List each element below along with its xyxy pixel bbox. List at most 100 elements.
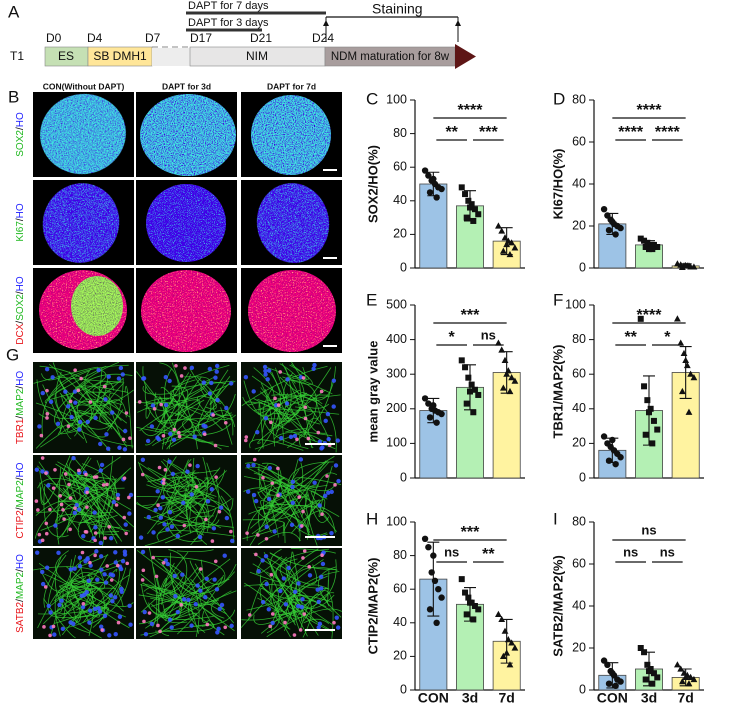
y-tick-label: 500 xyxy=(386,297,407,311)
nucleus xyxy=(127,511,132,516)
neurite xyxy=(200,410,234,436)
neurite xyxy=(44,483,130,532)
neurite xyxy=(142,559,204,604)
neurite xyxy=(177,389,212,425)
y-axis-label: mean gray value xyxy=(365,341,380,443)
marker-cell xyxy=(109,578,114,582)
nucleus xyxy=(214,369,219,374)
x-tick-label: CON xyxy=(597,690,628,706)
neurite xyxy=(163,472,199,504)
nucleus xyxy=(117,445,122,450)
marker-cell xyxy=(154,574,159,579)
organoid xyxy=(42,183,120,263)
marker-cell xyxy=(85,505,89,509)
neurite xyxy=(154,555,226,582)
data-point xyxy=(501,356,509,363)
nucleus xyxy=(34,550,40,555)
data-point xyxy=(511,644,519,651)
neurite xyxy=(220,407,233,445)
marker-cell xyxy=(81,601,86,606)
nucleus xyxy=(142,609,147,615)
nucleus xyxy=(128,622,133,627)
nucleus xyxy=(285,377,290,382)
nucleus xyxy=(96,367,101,373)
marker-cell xyxy=(158,629,162,634)
data-point xyxy=(475,391,482,398)
label-part: DCX xyxy=(15,323,26,344)
data-point xyxy=(430,175,437,183)
y-tick-label: 20 xyxy=(393,227,407,241)
y-tick-label: 200 xyxy=(386,401,407,415)
significance-label: **** xyxy=(637,307,663,324)
neurite xyxy=(277,609,296,638)
data-point xyxy=(504,636,512,643)
neurite xyxy=(35,425,63,449)
nucleus xyxy=(201,380,207,385)
nucleus xyxy=(263,415,269,421)
marker-cell xyxy=(278,370,282,374)
marker-cell xyxy=(107,525,112,529)
neurite xyxy=(85,474,100,538)
nucleus xyxy=(181,597,187,602)
data-point xyxy=(677,339,685,346)
y-tick-label: 60 xyxy=(572,366,586,380)
data-point xyxy=(501,627,509,634)
neurite xyxy=(198,604,235,632)
neurite xyxy=(140,584,187,619)
data-point xyxy=(430,552,437,559)
marker-cell xyxy=(244,435,249,439)
marker-cell xyxy=(261,476,265,480)
neurite xyxy=(158,562,188,624)
nucleus xyxy=(50,375,55,380)
data-point xyxy=(458,357,465,364)
neurite xyxy=(189,560,235,624)
nucleus xyxy=(312,480,317,485)
nucleus xyxy=(335,625,341,630)
y-axis-label: SOX2/HO(%) xyxy=(365,145,380,223)
neurite xyxy=(298,382,327,434)
neurite xyxy=(264,504,315,508)
marker-cell xyxy=(141,568,146,573)
nucleus xyxy=(40,390,45,396)
neurite xyxy=(124,386,133,449)
nucleus xyxy=(122,428,128,434)
nucleus xyxy=(60,626,66,632)
y-tick-label: 400 xyxy=(386,332,407,346)
data-point xyxy=(644,661,651,668)
row-label: T1 xyxy=(10,49,24,63)
nucleus xyxy=(87,608,93,613)
neurite xyxy=(151,578,230,607)
y-tick-label: 100 xyxy=(565,297,586,311)
nucleus xyxy=(98,441,103,447)
y-tick-label: 80 xyxy=(393,548,407,562)
data-point xyxy=(421,167,429,174)
nucleus xyxy=(325,411,331,417)
nucleus xyxy=(195,583,200,588)
neurite xyxy=(279,548,330,581)
nucleus xyxy=(87,620,92,625)
data-point xyxy=(426,189,434,196)
nucleus xyxy=(253,498,259,504)
nucleus xyxy=(102,613,108,619)
marker-cell xyxy=(43,585,48,589)
y-tick-label: 100 xyxy=(386,92,407,106)
marker-cell xyxy=(140,472,145,477)
significance-label: ** xyxy=(482,546,495,563)
organoid xyxy=(248,270,336,352)
neurite xyxy=(169,380,234,397)
nucleus xyxy=(110,410,115,415)
marker-cell xyxy=(172,427,177,432)
neurite xyxy=(279,366,336,401)
nucleus xyxy=(326,490,331,495)
nucleus xyxy=(292,433,298,439)
y-tick-label: 40 xyxy=(572,176,586,190)
nucleus xyxy=(163,402,169,408)
nucleus xyxy=(74,502,80,508)
label-part: / xyxy=(15,291,26,294)
data-point xyxy=(642,244,649,250)
data-point xyxy=(503,370,511,377)
neurite xyxy=(262,386,309,450)
day-labels: D0 D4 D7 D17 D21 D24 xyxy=(46,31,334,45)
neurite xyxy=(80,385,130,418)
